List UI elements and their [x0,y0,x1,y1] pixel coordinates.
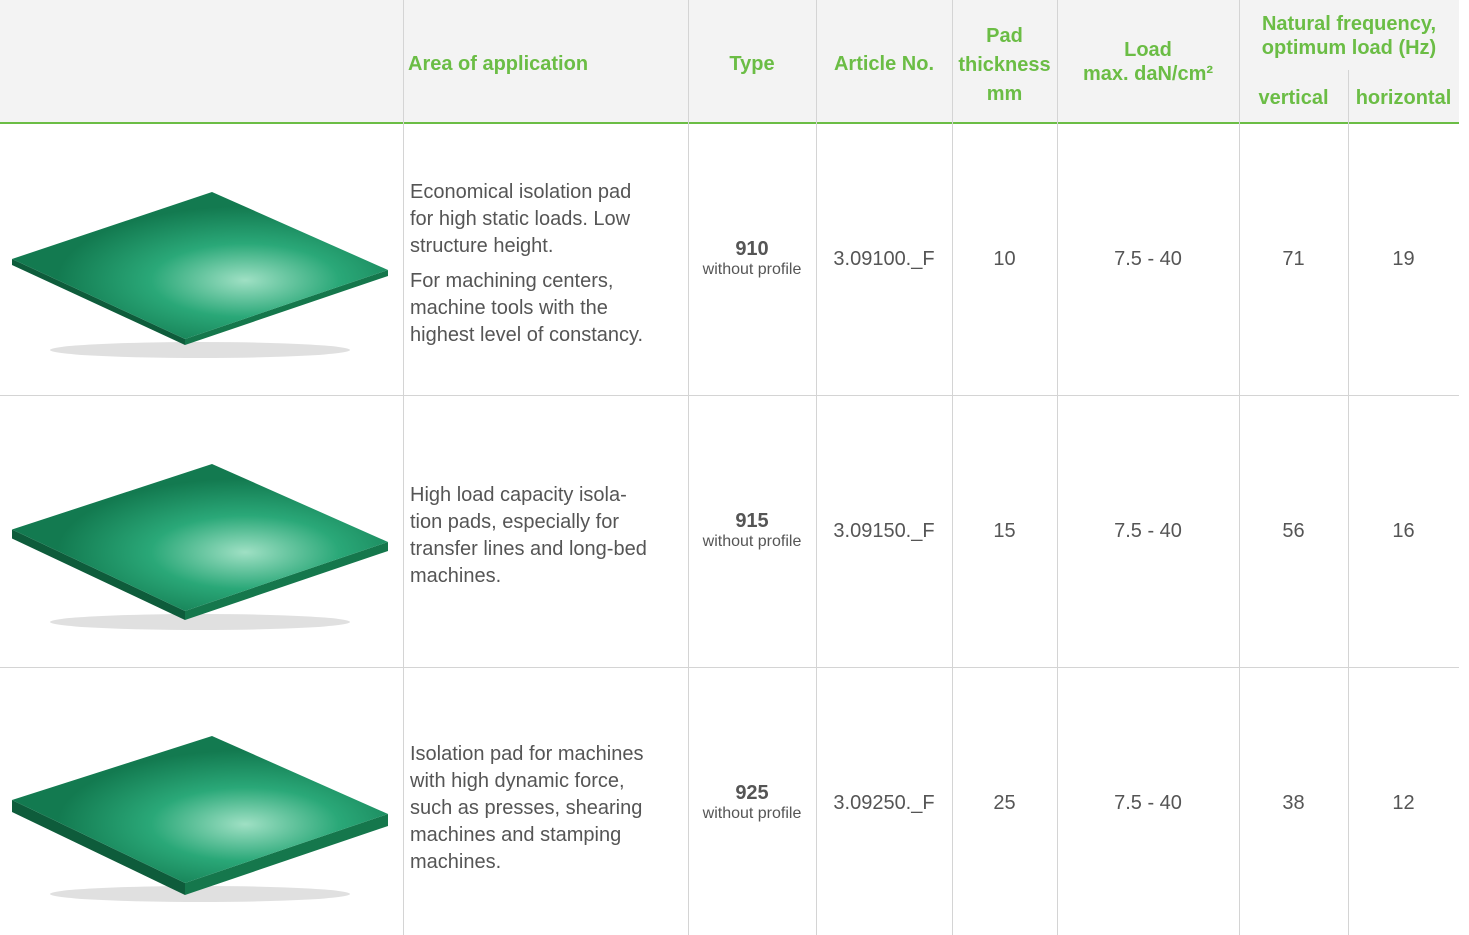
paragraph: High load capacity isola-tion pads, espe… [410,482,685,590]
header-line: max. daN/cm² [1082,63,1214,85]
text-line: machines. [410,850,502,873]
type: 910 [735,238,769,260]
text-line: structure height. [410,235,554,257]
text-line: tion pads, especially for [410,511,620,533]
load: 7.5 - 40 [1114,792,1182,814]
text-line: High load capacity isola- [410,484,627,506]
description: Isolation pad for machines with high dyna… [410,741,685,876]
article: 3.09150._F [833,520,935,542]
header-line: Pad [986,25,1023,47]
divider [952,0,953,935]
pad-image [12,464,388,630]
vertical: 71 [1282,248,1305,270]
text-line: highest level of constancy. [410,324,644,346]
paragraph: For machining centers, machine tools with… [410,268,685,349]
text-line: such as presses, shearing [410,796,643,819]
header-article: Article No. [833,53,935,75]
thickness: 15 [993,520,1016,542]
vertical: 56 [1282,520,1305,542]
type-cell: 910 without profile [688,238,816,279]
article: 3.09100._F [833,248,935,270]
description: High load capacity isola-tion pads, espe… [410,482,685,590]
load: 7.5 - 40 [1114,248,1182,270]
vertical: 38 [1282,792,1305,814]
text-line: machine tools with the [410,297,608,319]
text-line: Isolation pad for machines [410,742,644,765]
horizontal: 16 [1392,520,1415,542]
row-divider [0,395,1459,396]
horizontal: 19 [1392,248,1415,270]
header-line: Load [1124,39,1172,61]
row-divider [0,667,1459,668]
load: 7.5 - 40 [1114,520,1182,542]
header-line: optimum load (Hz) [1261,37,1437,59]
header-bg [0,0,1459,122]
header-vertical: vertical [1258,87,1329,109]
text-line: machines and stamping [410,823,622,846]
divider [688,0,689,935]
pad-image [12,736,388,902]
thickness: 25 [993,792,1016,814]
header-frequency: Natural frequency, optimum load (Hz) [1239,12,1459,60]
header-line: Natural frequency, [1261,13,1437,35]
divider [1057,0,1058,935]
paragraph: Economical isolation pad for high static … [410,179,685,260]
divider [403,0,404,935]
text-line: for high static loads. Low [410,208,631,230]
thickness: 10 [993,248,1016,270]
header-type: Type [729,53,775,75]
header-line: thickness [958,54,1051,76]
header-thickness: Pad thickness mm [952,24,1057,106]
type: 915 [735,510,769,532]
type-cell: 915 without profile [688,510,816,551]
horizontal: 12 [1392,792,1415,814]
type-cell: 925 without profile [688,782,816,823]
header-line: mm [986,83,1023,105]
header-horizontal: horizontal [1355,87,1452,109]
paragraph: Isolation pad for machines with high dyna… [410,741,685,876]
type-note: without profile [702,805,802,822]
header-rule [0,122,1459,124]
text-line: transfer lines and long-bed [410,538,647,560]
article: 3.09250._F [833,792,935,814]
divider [816,0,817,935]
text-line: For machining centers, [410,270,614,292]
header-load: Load max. daN/cm² [1057,38,1239,86]
type: 925 [735,782,769,804]
divider [1348,70,1349,935]
text-line: machines. [410,565,502,587]
type-note: without profile [702,533,802,550]
divider [1239,0,1240,935]
description: Economical isolation pad for high static … [410,179,685,349]
type-note: without profile [702,261,802,278]
text-line: with high dynamic force, [410,769,625,792]
pad-image [12,192,388,358]
header-area: Area of application [408,53,589,75]
text-line: Economical isolation pad [410,181,632,203]
